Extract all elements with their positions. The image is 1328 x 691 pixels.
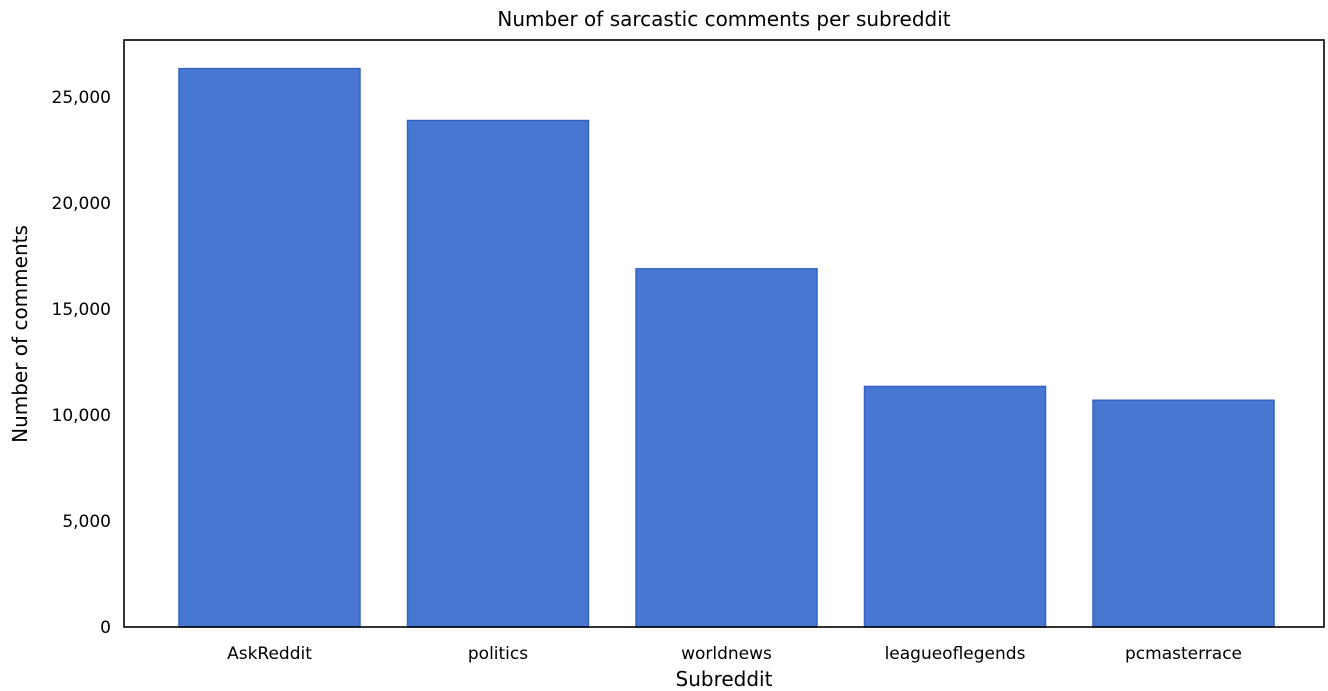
x-tick-label-worldnews: worldnews — [681, 644, 772, 664]
plot-area-frame — [123, 39, 1325, 628]
bar-leagueoflegends — [863, 385, 1047, 628]
bar-worldnews — [635, 268, 818, 628]
x-tick-label-leagueoflegends: leagueoflegends — [885, 644, 1026, 664]
bar-politics — [406, 119, 590, 628]
y-tick-label: 25,000 — [52, 88, 111, 108]
y-tick-label: 15,000 — [52, 300, 111, 320]
y-axis-label: Number of comments — [8, 225, 32, 443]
bar-pcmasterrace — [1092, 399, 1275, 628]
bar-askreddit — [178, 67, 361, 628]
chart-title: Number of sarcastic comments per subredd… — [497, 7, 950, 31]
x-axis-label: Subreddit — [676, 667, 773, 691]
y-tick-label: 10,000 — [52, 406, 111, 426]
y-tick-label: 5,000 — [62, 512, 111, 532]
y-axis-ticks: 0 5,000 10,000 15,000 20,000 25,000 — [52, 88, 111, 638]
bars-group — [178, 67, 1275, 628]
x-axis-ticks: AskReddit politics worldnews leagueoflegend… — [227, 644, 1242, 664]
x-tick-label-politics: politics — [468, 644, 528, 664]
x-tick-label-pcmasterrace: pcmasterrace — [1125, 644, 1242, 664]
y-tick-label: 20,000 — [52, 194, 111, 214]
x-tick-label-askreddit: AskReddit — [227, 644, 312, 664]
y-tick-label: 0 — [100, 618, 111, 638]
